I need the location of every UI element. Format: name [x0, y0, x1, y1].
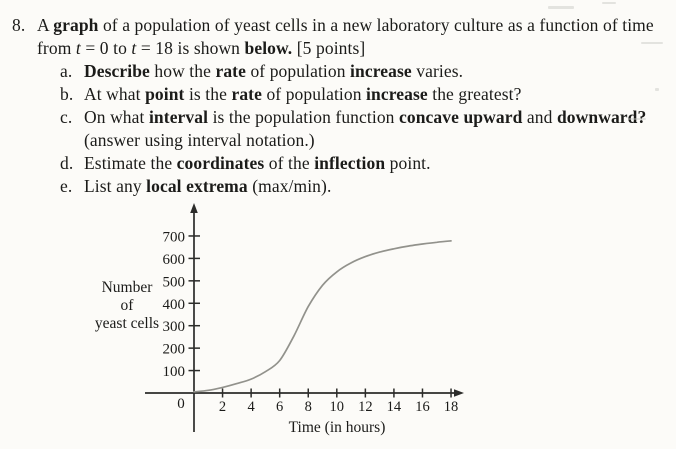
- text-segment: (max/min).: [247, 176, 332, 196]
- text-segment: local extrema: [146, 176, 248, 196]
- text-segment: increase: [366, 84, 428, 104]
- text-segment: varies.: [411, 61, 464, 81]
- x-tick-label-10: 10: [330, 399, 345, 415]
- population-chart: 100 200 300 400 500 600 700 2 4 6 8 10 12 14 16 18 0 Numb…: [95, 203, 464, 436]
- text-segment: Estimate the: [84, 153, 177, 173]
- part-e: e. List any local extrema (max/min).: [60, 175, 670, 198]
- part-d: d. Estimate the coordinates of the infle…: [60, 152, 670, 175]
- part-d-text: Estimate the coordinates of the inflecti…: [84, 152, 431, 175]
- x-axis-arrow-icon: [454, 389, 464, 397]
- text-segment: A: [37, 15, 54, 35]
- text-segment: downward?: [556, 107, 647, 127]
- yeast-population-graph: 100 200 300 400 500 600 700 2 4 6 8 10 12 14 16 18 0 Numb…: [88, 200, 478, 444]
- text-segment: = 0 to: [80, 38, 132, 58]
- text-segment: concave upward: [399, 107, 523, 127]
- part-a-label: a.: [60, 61, 73, 81]
- y-tick-label-200: 200: [163, 342, 186, 358]
- text-segment: of population: [261, 84, 367, 104]
- x-tick-label-4: 4: [247, 399, 255, 415]
- y-tick-label-500: 500: [163, 274, 186, 290]
- part-c-text: On what interval is the population funct…: [84, 106, 646, 129]
- y-tick-label-700: 700: [163, 229, 186, 245]
- scan-artifact: [548, 6, 574, 9]
- scan-artifact: [602, 2, 616, 4]
- problem-number: 8.: [12, 15, 26, 35]
- text-segment: rate: [231, 84, 262, 104]
- problem-statement-line-1: 8. A graph of a population of yeast cell…: [12, 14, 670, 37]
- part-e-label: e.: [60, 176, 73, 196]
- x-tick-label-12: 12: [358, 399, 373, 415]
- part-c-text-2: (answer using interval notation.): [84, 129, 315, 152]
- part-c-line-2: c. (answer using interval notation.): [60, 129, 670, 152]
- x-tick-label-2: 2: [219, 399, 226, 415]
- x-tick-label-16: 16: [415, 399, 430, 415]
- text-segment: from: [37, 38, 76, 58]
- text-segment: increase: [350, 61, 412, 81]
- text-segment: of a population of yeast cells in a new …: [98, 15, 654, 35]
- text-segment: Describe: [84, 61, 150, 81]
- population-curve: [193, 240, 452, 393]
- part-b-label: b.: [60, 84, 74, 104]
- text-segment: below.: [244, 38, 293, 58]
- problem-parts: a. Describe how the rate of population i…: [60, 60, 670, 198]
- part-a: a. Describe how the rate of population i…: [60, 60, 670, 83]
- text-segment: the greatest?: [427, 84, 522, 104]
- text-segment: of the: [264, 153, 315, 173]
- problem-8: 8. A graph of a population of yeast cell…: [12, 14, 670, 198]
- text-segment: and: [522, 107, 557, 127]
- y-axis-title-line-0: Number: [102, 279, 154, 296]
- scan-artifact: [655, 88, 659, 91]
- scan-artifact: [641, 42, 663, 44]
- y-axis-title-line-1: of: [121, 297, 135, 314]
- text-segment: rate: [215, 61, 246, 81]
- problem-text: A graph of a population of yeast cells i…: [37, 14, 670, 37]
- x-tick-label-6: 6: [276, 399, 283, 415]
- y-tick-label-100: 100: [163, 364, 186, 380]
- y-tick-label-600: 600: [163, 252, 186, 268]
- text-segment: = 18 is shown: [136, 38, 245, 58]
- part-a-text: Describe how the rate of population incr…: [84, 60, 463, 83]
- y-tick-label-300: 300: [163, 319, 186, 335]
- text-segment: how the: [149, 61, 216, 81]
- part-c: c. On what interval is the population fu…: [60, 106, 670, 129]
- text-segment: [5 points]: [292, 38, 366, 58]
- text-segment: inflection: [314, 153, 386, 173]
- text-segment: (answer using interval notation.): [84, 130, 315, 150]
- part-c-label: c.: [60, 107, 73, 127]
- text-segment: interval: [148, 107, 209, 127]
- x-tick-label-18: 18: [444, 399, 459, 415]
- part-b-text: At what point is the rate of population …: [84, 83, 521, 106]
- text-segment: of population: [245, 61, 351, 81]
- text-segment: On what: [84, 107, 149, 127]
- scan-artifact: [628, 118, 646, 120]
- text-segment: is the: [184, 84, 232, 104]
- text-segment: graph: [53, 15, 99, 35]
- x-tick-label-14: 14: [387, 399, 402, 415]
- y-tick-label-400: 400: [163, 297, 186, 313]
- text-segment: point.: [385, 153, 431, 173]
- part-d-label: d.: [60, 153, 74, 173]
- problem-statement-line-2: from t = 0 to t = 18 is shown below. [5 …: [37, 37, 670, 60]
- text-segment: t: [131, 38, 137, 58]
- part-b: b. At what point is the rate of populati…: [60, 83, 670, 106]
- x-tick-label-8: 8: [305, 399, 312, 415]
- x-axis-title: Time (in hours): [289, 419, 386, 436]
- y-axis-title-line-2: yeast cells: [95, 315, 159, 332]
- y-axis-arrow-icon: [190, 203, 198, 213]
- origin-label: 0: [177, 396, 185, 412]
- part-e-text: List any local extrema (max/min).: [84, 175, 331, 198]
- text-segment: t: [75, 38, 81, 58]
- text-segment: coordinates: [176, 153, 265, 173]
- text-segment: point: [145, 84, 185, 104]
- text-segment: List any: [84, 176, 147, 196]
- text-segment: At what: [84, 84, 146, 104]
- text-segment: is the population function: [208, 107, 399, 127]
